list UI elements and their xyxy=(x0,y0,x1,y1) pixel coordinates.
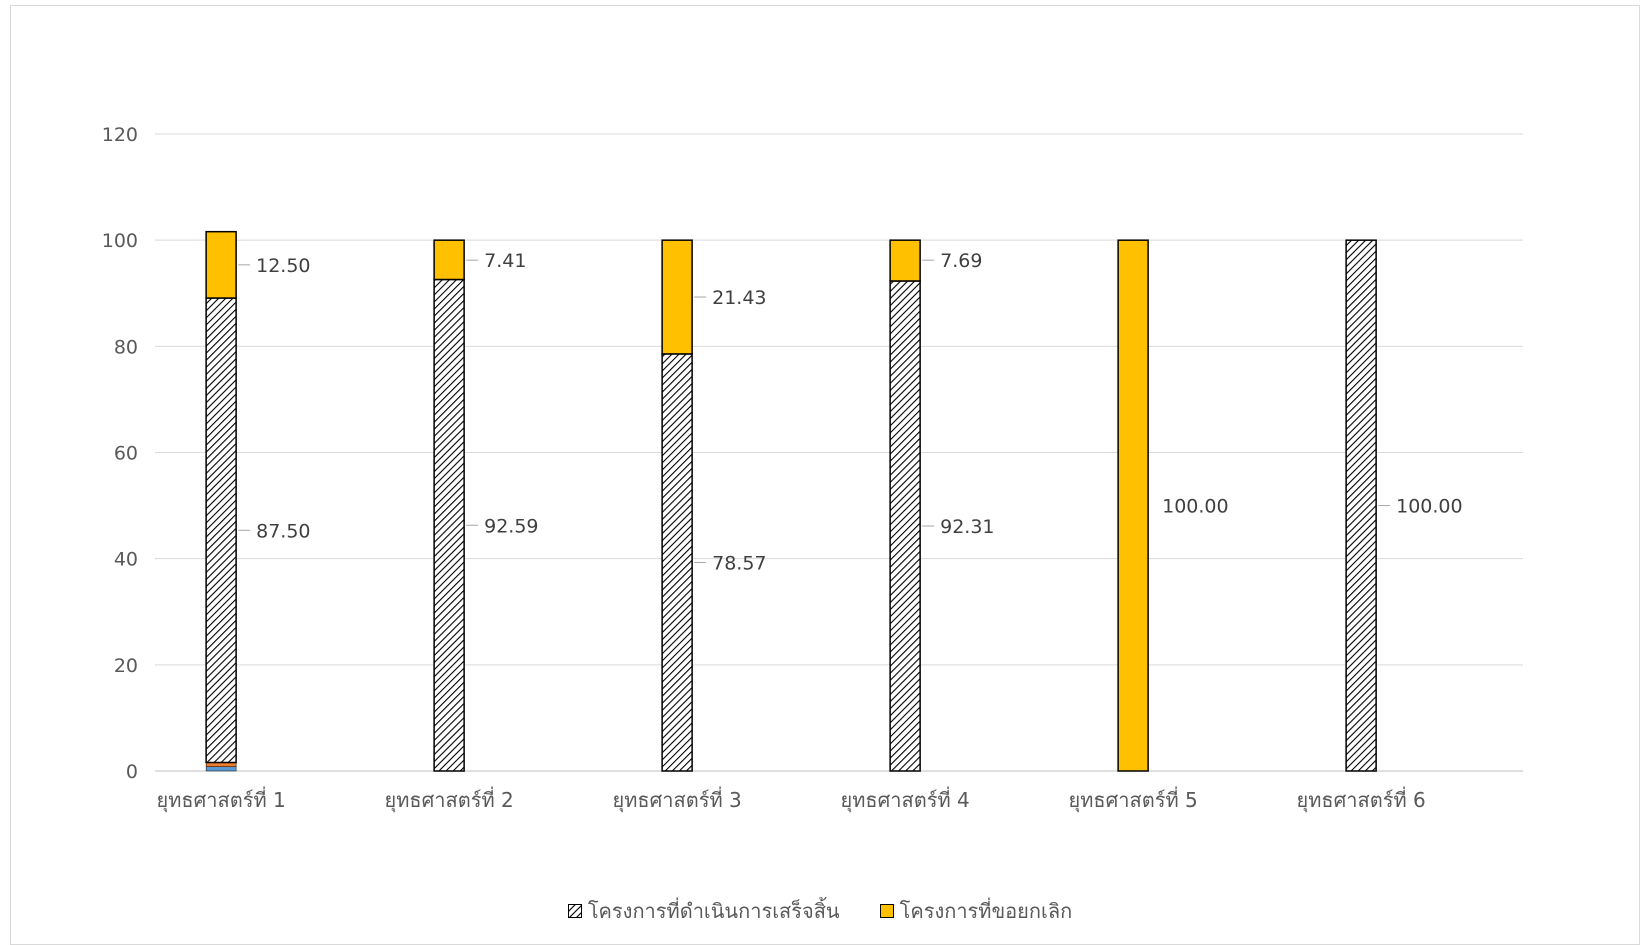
data-label: 87.50 xyxy=(256,520,310,542)
data-label: 21.43 xyxy=(712,287,766,309)
data-label: 12.50 xyxy=(256,255,310,277)
legend: โครงการที่ดำเนินการเสร็จสิ้น โครงการที่ข… xyxy=(0,895,1640,927)
data-label: 100.00 xyxy=(1162,496,1228,518)
y-tick-label: 0 xyxy=(126,761,138,783)
bar-completed xyxy=(205,297,237,764)
x-category-label: ยุทธศาสตร์ที่ 1 xyxy=(156,786,285,813)
data-label: 7.41 xyxy=(484,250,526,272)
y-tick-label: 120 xyxy=(102,124,138,146)
legend-item-cancelled: โครงการที่ขอยกเลิก xyxy=(879,895,1073,927)
bar-cancelled xyxy=(1117,239,1149,772)
x-category-label: ยุทธศาสตร์ที่ 3 xyxy=(612,786,741,813)
legend-label-cancelled: โครงการที่ขอยกเลิก xyxy=(899,899,1073,923)
data-label: 100.00 xyxy=(1396,496,1462,518)
bar-completed xyxy=(661,353,693,772)
data-label: 7.69 xyxy=(940,250,982,272)
y-tick-label: 100 xyxy=(102,230,138,252)
bar-completed xyxy=(433,278,465,772)
y-tick-label: 40 xyxy=(114,549,138,571)
bar-completed xyxy=(889,280,921,772)
legend-swatch-hatch xyxy=(567,904,582,918)
x-category-label: ยุทธศาสตร์ที่ 2 xyxy=(384,786,513,813)
bar-cancelled xyxy=(433,239,465,281)
x-category-label: ยุทธศาสตร์ที่ 6 xyxy=(1296,786,1425,813)
legend-swatch-yellow xyxy=(879,904,894,918)
bar-cancelled xyxy=(205,230,237,299)
data-label: 78.57 xyxy=(712,552,766,574)
y-tick-label: 80 xyxy=(114,336,138,358)
y-tick-label: 60 xyxy=(114,443,138,465)
x-category-label: ยุทธศาสตร์ที่ 4 xyxy=(840,786,969,813)
bar-cancelled xyxy=(661,239,693,355)
data-label: 92.31 xyxy=(940,516,994,538)
legend-label-completed: โครงการที่ดำเนินการเสร็จสิ้น xyxy=(587,899,840,923)
data-label: 92.59 xyxy=(484,515,538,537)
bar-segment-minor xyxy=(205,766,237,772)
x-category-label: ยุทธศาสตร์ที่ 5 xyxy=(1068,786,1197,813)
legend-item-completed: โครงการที่ดำเนินการเสร็จสิ้น xyxy=(567,895,840,927)
bar-cancelled xyxy=(889,239,921,282)
y-tick-label: 20 xyxy=(114,655,138,677)
bar-completed xyxy=(1345,239,1377,772)
